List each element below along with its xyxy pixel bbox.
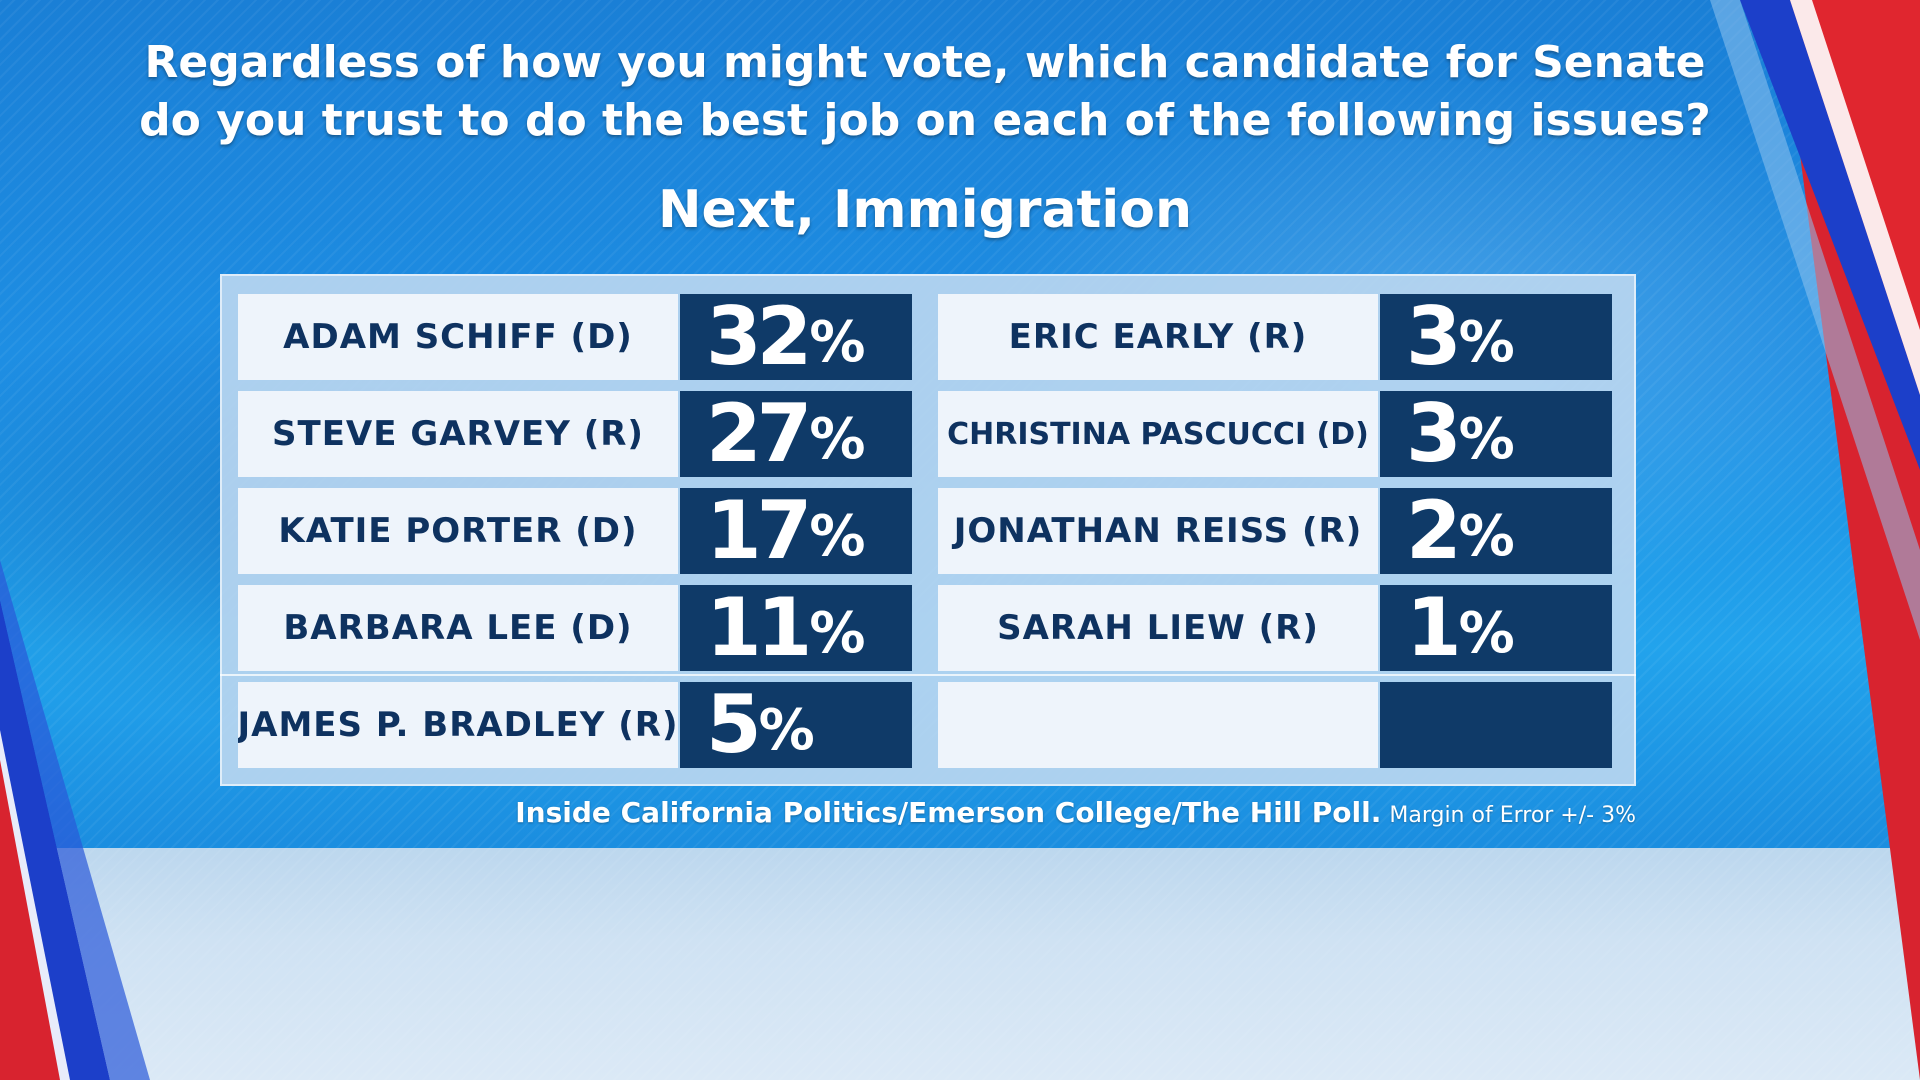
right-light-stripe [1710, 0, 1920, 640]
candidate-name: SARAH LIEW (R) [938, 585, 1378, 671]
question-line-1: Regardless of how you might vote, which … [144, 37, 1706, 88]
percent-sign: % [1458, 504, 1515, 569]
percent-sign: % [1458, 407, 1515, 472]
candidate-name: ERIC EARLY (R) [938, 294, 1378, 380]
source-poll: Inside California Politics/Emerson Colle… [515, 796, 1382, 829]
table-row: BARBARA LEE (D) 11% [238, 585, 912, 671]
value-number: 5 [706, 678, 762, 771]
source-line: Inside California Politics/Emerson Colle… [200, 796, 1636, 829]
value-number: 3 [1406, 290, 1462, 383]
right-white-stripe [1790, 0, 1920, 395]
candidate-value: 2% [1380, 488, 1612, 574]
table-row: STEVE GARVEY (R) 27% [238, 391, 912, 477]
question-line-2: do you trust to do the best job on each … [139, 95, 1711, 146]
left-red-stripe [0, 760, 60, 1080]
results-panel-divider [220, 674, 1636, 676]
value-number: 32 [706, 290, 812, 383]
value-number: 1 [1406, 581, 1462, 674]
value-number: 27 [706, 387, 812, 480]
candidate-value: 5% [680, 682, 912, 768]
percent-sign: % [758, 698, 815, 763]
candidate-value: 1% [1380, 585, 1612, 671]
question-text: Regardless of how you might vote, which … [100, 34, 1750, 150]
candidate-value: 27% [680, 391, 912, 477]
value-number: 3 [1406, 387, 1462, 480]
percent-sign: % [1458, 310, 1515, 375]
right-blue-stripe [1740, 0, 1920, 470]
table-row: ERIC EARLY (R) 3% [938, 294, 1612, 380]
table-row: CHRISTINA PASCUCCI (D) 3% [938, 391, 1612, 477]
candidate-name: CHRISTINA PASCUCCI (D) [938, 391, 1378, 477]
background-lower-band [0, 848, 1920, 1080]
candidate-value: 32% [680, 294, 912, 380]
candidate-name: BARBARA LEE (D) [238, 585, 678, 671]
percent-sign: % [809, 310, 866, 375]
empty-value-cell [1380, 682, 1612, 768]
value-number: 17 [706, 484, 812, 577]
table-row: SARAH LIEW (R) 1% [938, 585, 1612, 671]
candidate-value: 11% [680, 585, 912, 671]
margin-of-error: Margin of Error +/- 3% [1389, 803, 1636, 828]
candidate-name: JAMES P. BRADLEY (R) [238, 682, 678, 768]
candidate-name: JONATHAN REISS (R) [938, 488, 1378, 574]
percent-sign: % [1458, 601, 1515, 666]
candidate-value: 3% [1380, 294, 1612, 380]
candidate-name: STEVE GARVEY (R) [238, 391, 678, 477]
candidate-value: 17% [680, 488, 912, 574]
empty-name-cell [938, 682, 1378, 768]
value-number: 2 [1406, 484, 1462, 577]
percent-sign: % [809, 601, 866, 666]
table-row: JONATHAN REISS (R) 2% [938, 488, 1612, 574]
table-row: KATIE PORTER (D) 17% [238, 488, 912, 574]
candidate-name: ADAM SCHIFF (D) [238, 294, 678, 380]
value-number: 11 [706, 581, 812, 674]
percent-sign: % [809, 504, 866, 569]
percent-sign: % [809, 407, 866, 472]
candidate-name: KATIE PORTER (D) [238, 488, 678, 574]
issue-subtitle: Next, Immigration [658, 180, 1192, 240]
table-row: JAMES P. BRADLEY (R) 5% [238, 682, 912, 768]
table-row: ADAM SCHIFF (D) 32% [238, 294, 912, 380]
empty-table-row [938, 682, 1612, 768]
left-blue-accent [0, 560, 150, 1080]
candidate-value: 3% [1380, 391, 1612, 477]
